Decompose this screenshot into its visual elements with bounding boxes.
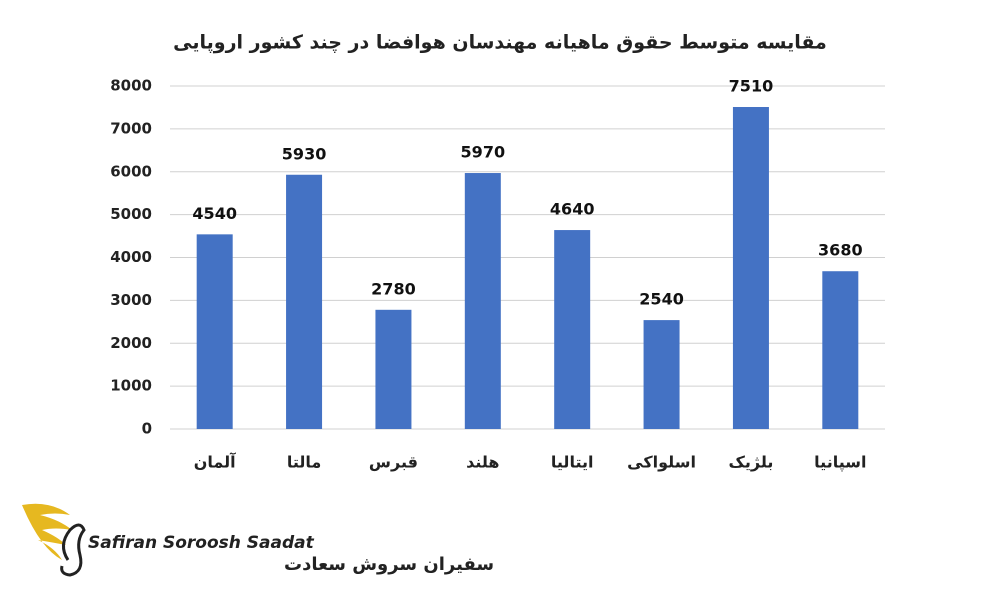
- bar: [464, 173, 501, 429]
- y-tick-label: 1000: [110, 377, 152, 395]
- x-tick-label: بلژیک: [728, 453, 773, 472]
- bar: [554, 230, 591, 429]
- value-label: 2540: [639, 290, 684, 309]
- x-tick-label: ایتالیا: [551, 453, 594, 472]
- bar: [196, 234, 233, 429]
- bar: [732, 107, 769, 429]
- value-label: 7510: [729, 77, 774, 96]
- y-tick-label: 3000: [110, 291, 152, 309]
- bar: [643, 320, 680, 429]
- logo-name-fa: سفیران سروش سعادت: [284, 554, 494, 575]
- y-tick-label: 6000: [110, 162, 152, 180]
- chart-title: مقایسه متوسط حقوق ماهیانه مهندسان هوافضا…: [173, 32, 827, 54]
- y-tick-label: 7000: [110, 119, 152, 137]
- logo-swirl: [60, 523, 86, 577]
- value-label: 4540: [192, 204, 237, 223]
- y-tick-label: 5000: [110, 205, 152, 223]
- x-tick-label: اسپانیا: [814, 453, 866, 473]
- logo-name-en: Safiran Soroosh Saadat: [88, 533, 315, 553]
- bar: [375, 309, 412, 429]
- x-tick-label: قبرس: [369, 453, 418, 472]
- y-tick-label: 0: [142, 420, 152, 438]
- x-tick-label: اسلواکی: [627, 453, 696, 472]
- logo-wing: [22, 503, 72, 560]
- bar: [286, 174, 323, 429]
- bar: [822, 271, 859, 429]
- value-label: 5930: [282, 144, 327, 163]
- x-tick-label: آلمان: [194, 452, 236, 472]
- x-tick-label: مالتا: [287, 453, 321, 472]
- y-tick-label: 8000: [110, 77, 152, 95]
- x-tick-label: هلند: [466, 453, 499, 472]
- logo: Safiran Soroosh Saadat سفیران سروش سعادت: [22, 503, 494, 577]
- y-tick-label: 4000: [110, 248, 152, 266]
- value-label: 3680: [818, 241, 863, 260]
- value-label: 2780: [371, 279, 416, 298]
- value-label: 4640: [550, 200, 595, 219]
- value-label: 5970: [461, 143, 506, 162]
- y-tick-label: 2000: [110, 334, 152, 352]
